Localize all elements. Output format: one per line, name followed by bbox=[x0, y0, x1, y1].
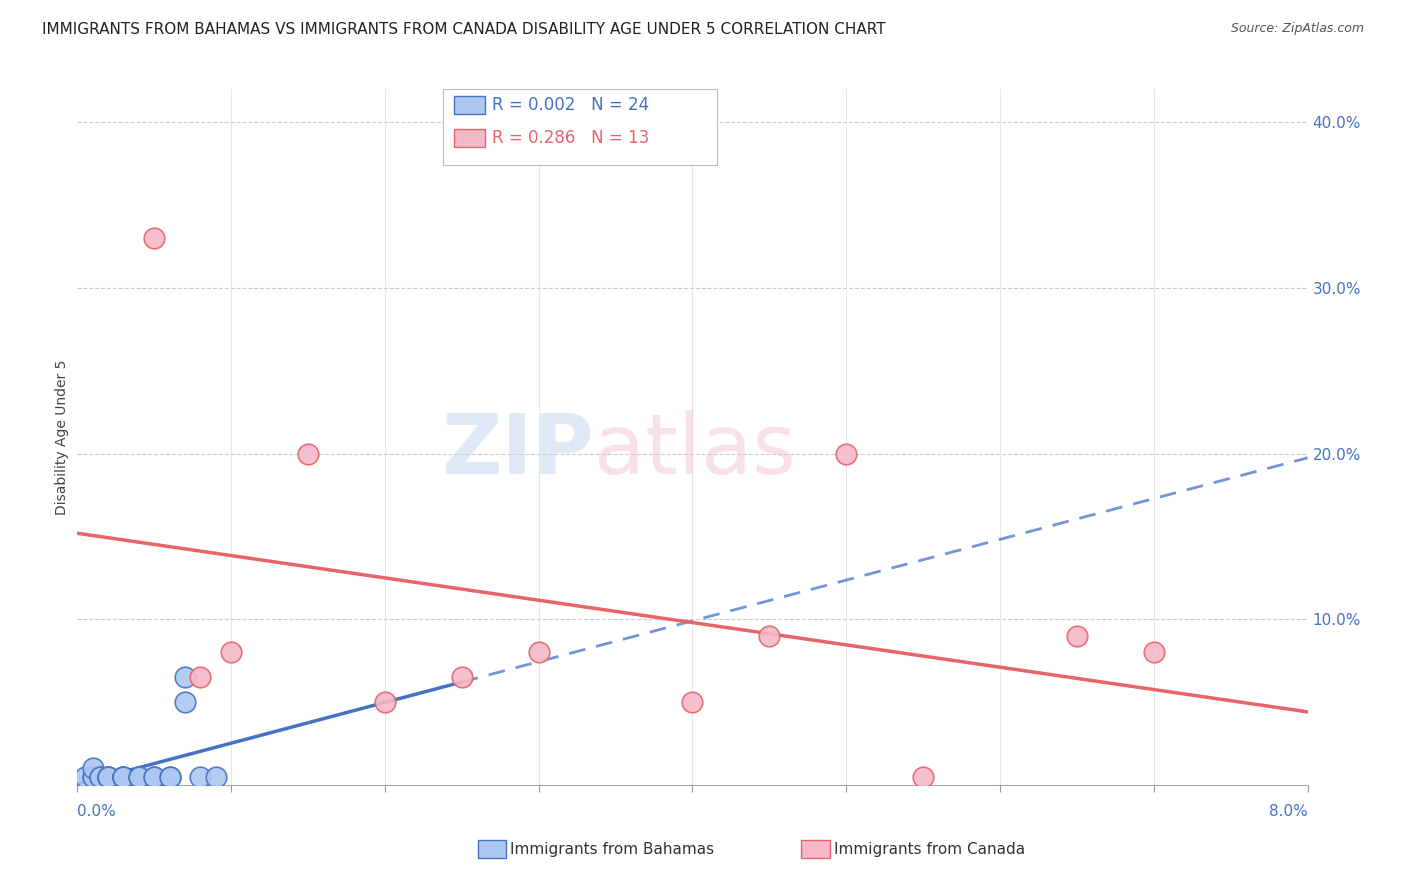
Point bbox=[112, 770, 135, 784]
Text: R = 0.002   N = 24: R = 0.002 N = 24 bbox=[492, 96, 650, 114]
Text: atlas: atlas bbox=[595, 410, 796, 491]
Point bbox=[190, 670, 212, 684]
Point bbox=[1066, 629, 1088, 643]
Point bbox=[128, 770, 150, 784]
Point bbox=[450, 670, 472, 684]
Point bbox=[835, 447, 858, 461]
Point bbox=[204, 770, 226, 784]
Y-axis label: Disability Age Under 5: Disability Age Under 5 bbox=[55, 359, 69, 515]
Point bbox=[297, 447, 319, 461]
Point bbox=[1143, 645, 1166, 659]
Point bbox=[190, 770, 212, 784]
Point bbox=[128, 770, 150, 784]
Point bbox=[112, 770, 135, 784]
Point bbox=[174, 670, 197, 684]
Point bbox=[89, 770, 111, 784]
Point bbox=[682, 695, 704, 709]
Text: 0.0%: 0.0% bbox=[77, 805, 117, 819]
Point bbox=[82, 770, 104, 784]
Point bbox=[159, 770, 181, 784]
Point bbox=[97, 770, 120, 784]
Text: Source: ZipAtlas.com: Source: ZipAtlas.com bbox=[1230, 22, 1364, 36]
Text: ZIP: ZIP bbox=[441, 410, 595, 491]
Point bbox=[159, 770, 181, 784]
Text: Immigrants from Canada: Immigrants from Canada bbox=[834, 842, 1025, 856]
Point bbox=[143, 770, 166, 784]
Point bbox=[143, 231, 166, 245]
Point bbox=[97, 770, 120, 784]
Text: 8.0%: 8.0% bbox=[1268, 805, 1308, 819]
Point bbox=[912, 770, 935, 784]
Point bbox=[89, 770, 111, 784]
Point bbox=[97, 770, 120, 784]
Point bbox=[219, 645, 242, 659]
Text: IMMIGRANTS FROM BAHAMAS VS IMMIGRANTS FROM CANADA DISABILITY AGE UNDER 5 CORRELA: IMMIGRANTS FROM BAHAMAS VS IMMIGRANTS FR… bbox=[42, 22, 886, 37]
Point bbox=[73, 770, 96, 784]
Point bbox=[758, 629, 780, 643]
Point bbox=[112, 770, 135, 784]
Text: R = 0.286   N = 13: R = 0.286 N = 13 bbox=[492, 129, 650, 147]
Text: Immigrants from Bahamas: Immigrants from Bahamas bbox=[510, 842, 714, 856]
Point bbox=[174, 695, 197, 709]
Point bbox=[112, 770, 135, 784]
Point bbox=[82, 770, 104, 784]
Point bbox=[527, 645, 550, 659]
Point bbox=[374, 695, 396, 709]
Point bbox=[82, 761, 104, 775]
Point bbox=[143, 770, 166, 784]
Point bbox=[97, 770, 120, 784]
